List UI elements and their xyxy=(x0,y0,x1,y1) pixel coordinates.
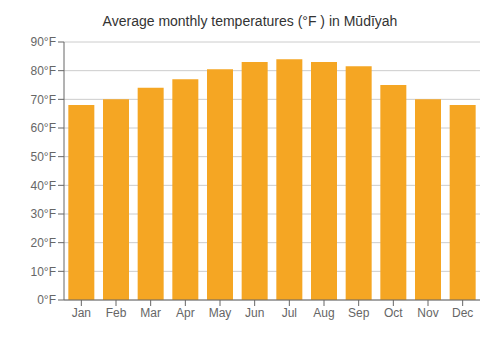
svg-text:10°F: 10°F xyxy=(31,265,56,279)
svg-text:Apr: Apr xyxy=(176,306,195,320)
svg-text:30°F: 30°F xyxy=(31,207,56,221)
svg-text:May: May xyxy=(209,306,232,320)
svg-text:20°F: 20°F xyxy=(31,236,56,250)
svg-text:60°F: 60°F xyxy=(31,121,56,135)
svg-text:90°F: 90°F xyxy=(31,35,56,49)
svg-text:Jul: Jul xyxy=(282,306,297,320)
svg-text:80°F: 80°F xyxy=(31,64,56,78)
svg-text:Sep: Sep xyxy=(348,306,370,320)
svg-text:Jun: Jun xyxy=(245,306,264,320)
svg-text:50°F: 50°F xyxy=(31,150,56,164)
svg-text:40°F: 40°F xyxy=(31,179,56,193)
html-text:Average monthly temperatures (: Average monthly temperatures (°F ) in Mū… xyxy=(102,13,398,29)
svg-text:Feb: Feb xyxy=(106,306,127,320)
svg-text:Aug: Aug xyxy=(313,306,334,320)
svg-text:Mar: Mar xyxy=(140,306,161,320)
svg-text:70°F: 70°F xyxy=(31,93,56,107)
svg-text:Oct: Oct xyxy=(384,306,403,320)
svg-text:Nov: Nov xyxy=(417,306,438,320)
svg-text:Dec: Dec xyxy=(452,306,473,320)
svg-text:Jan: Jan xyxy=(72,306,91,320)
svg-text:0°F: 0°F xyxy=(37,293,56,307)
